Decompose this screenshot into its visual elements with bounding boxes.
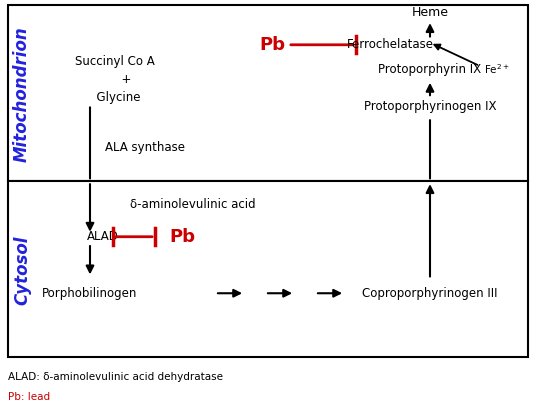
Text: Fe$^{2+}$: Fe$^{2+}$ xyxy=(484,62,510,76)
Text: Mitochondrion: Mitochondrion xyxy=(13,26,31,162)
Text: Porphobilinogen: Porphobilinogen xyxy=(42,287,138,300)
Text: ALAD: δ-aminolevulinic acid dehydratase: ALAD: δ-aminolevulinic acid dehydratase xyxy=(8,372,223,382)
Text: Protoporphyrinogen IX: Protoporphyrinogen IX xyxy=(364,100,496,113)
Text: Coproporphyrinogen III: Coproporphyrinogen III xyxy=(362,287,498,300)
Text: ALAD: ALAD xyxy=(87,230,119,243)
Text: Heme: Heme xyxy=(411,6,448,19)
Text: Ferrochelatase: Ferrochelatase xyxy=(346,38,433,51)
Text: Pb: lead: Pb: lead xyxy=(8,392,50,402)
Text: Pb: Pb xyxy=(169,228,195,246)
Bar xyxy=(8,181,528,357)
Text: Pb: Pb xyxy=(259,36,285,54)
Text: δ-aminolevulinic acid: δ-aminolevulinic acid xyxy=(130,198,256,211)
Text: Succinyl Co A
      +
  Glycine: Succinyl Co A + Glycine xyxy=(75,56,155,105)
Text: Protoporphyrin IX: Protoporphyrin IX xyxy=(378,63,481,76)
Text: Cytosol: Cytosol xyxy=(13,235,31,304)
Bar xyxy=(8,5,528,181)
Text: ALA synthase: ALA synthase xyxy=(105,140,185,154)
